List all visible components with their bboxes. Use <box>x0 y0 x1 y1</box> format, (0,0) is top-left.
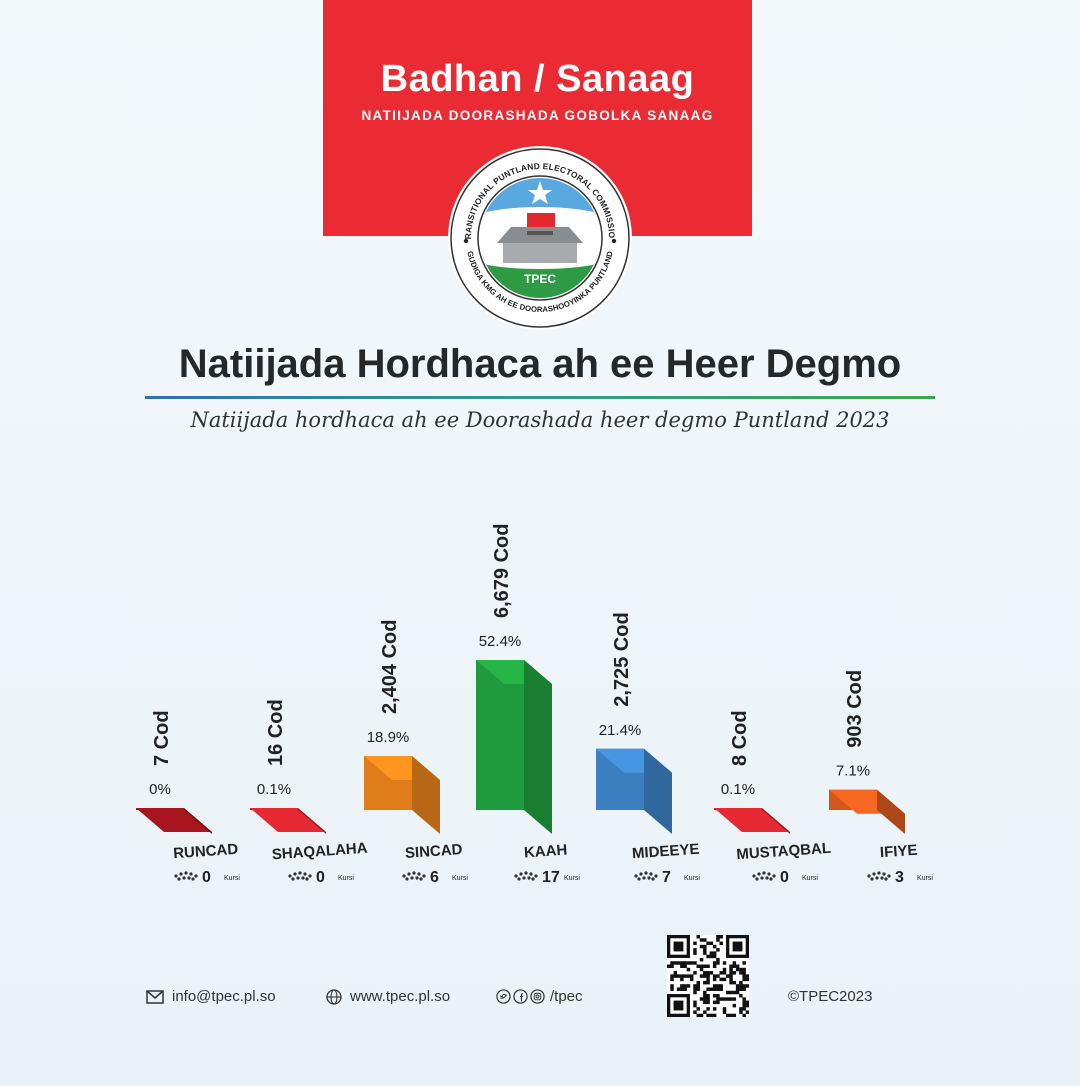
tick-label: MUSTAQBAL <box>736 840 832 864</box>
parliament-icon <box>867 871 891 881</box>
instagram-icon[interactable] <box>530 989 545 1004</box>
title-divider <box>145 396 935 399</box>
website-text: www.tpec.pl.so <box>350 988 451 1005</box>
bar-side-face <box>877 789 905 834</box>
bar-top-face <box>136 808 212 832</box>
vote-label: 903 Cod <box>844 670 866 748</box>
website-link[interactable]: www.tpec.pl.so <box>326 988 450 1005</box>
bar-side-face <box>762 808 790 834</box>
bar-runcad <box>136 808 212 834</box>
seat-count: 0 <box>202 869 211 886</box>
twitter-icon[interactable] <box>496 989 511 1004</box>
parliament-icon <box>752 871 776 881</box>
logo-abbr: TPEC <box>524 272 556 286</box>
bar-mustaqbal <box>714 808 790 834</box>
page-subtitle: Natiijada hordhaca ah ee Doorashada heer… <box>190 408 890 432</box>
bar-side-face <box>644 748 672 834</box>
percent-label: 7.1% <box>836 763 870 780</box>
seat-unit: Kursi <box>917 875 933 882</box>
percent-label: 0% <box>149 781 171 798</box>
percent-label: 52.4% <box>479 633 522 650</box>
bar-side-face <box>524 660 552 834</box>
seat-unit: Kursi <box>802 875 818 882</box>
vote-label: 7 Cod <box>151 710 173 766</box>
vote-label: 8 Cod <box>729 710 751 766</box>
seat-count: 3 <box>895 869 904 886</box>
tick-label: MIDEEYE <box>631 841 700 863</box>
seat-unit: Kursi <box>338 875 354 882</box>
bar-top-face <box>714 808 790 832</box>
tick-label: SINCAD <box>404 841 463 862</box>
parliament-icon <box>174 871 198 881</box>
envelope-icon <box>146 989 164 1004</box>
facebook-icon[interactable] <box>513 989 528 1004</box>
tick-label: SHAQALAHA <box>271 840 368 864</box>
social-handle[interactable]: /tpec <box>496 988 583 1005</box>
parliament-icon <box>634 871 658 881</box>
seat-count: 6 <box>430 869 439 886</box>
seat-unit: Kursi <box>564 875 580 882</box>
percent-label: 0.1% <box>257 781 291 798</box>
bar-front-face <box>476 660 524 810</box>
parliament-icon <box>288 871 312 881</box>
tick-label: IFIYE <box>879 842 918 862</box>
bar-side-face <box>184 808 212 834</box>
seat-unit: Kursi <box>452 875 468 882</box>
page-title: Natiijada Hordhaca ah ee Heer Degmo <box>178 342 902 386</box>
copyright: ©TPEC2023 <box>788 988 872 1005</box>
vote-label: 6,679 Cod <box>491 524 513 618</box>
email-text: info@tpec.pl.so <box>172 988 276 1005</box>
bar-mideeye <box>596 748 672 834</box>
bar-sincad <box>364 756 440 834</box>
vote-label: 16 Cod <box>265 699 287 766</box>
percent-label: 21.4% <box>599 722 642 739</box>
seat-unit: Kursi <box>224 875 240 882</box>
vote-label: 2,725 Cod <box>611 612 633 706</box>
tick-label: RUNCAD <box>173 841 239 863</box>
bar-shaqalaha <box>250 808 326 834</box>
seat-count: 7 <box>662 869 671 886</box>
bar-side-face <box>298 808 326 834</box>
region-subtitle: NATIIJADA DOORASHADA GOBOLKA SANAAG <box>361 108 714 123</box>
seat-count: 17 <box>542 869 560 886</box>
bar-top-face <box>250 808 326 832</box>
results-bar-chart: 0% 7 Cod RUNCAD 0 Kursi 0.1% 16 Cod SHAQALAHA 0 K… <box>136 524 933 886</box>
email-contact[interactable]: info@tpec.pl.so <box>146 988 276 1005</box>
percent-label: 0.1% <box>721 781 755 798</box>
parliament-icon <box>402 871 426 881</box>
bar-side-face <box>412 756 440 834</box>
vote-label: 2,404 Cod <box>379 620 401 714</box>
seat-count: 0 <box>780 869 789 886</box>
bar-ifiye <box>829 789 905 834</box>
region-title: Badhan / Sanaag <box>380 58 695 100</box>
social-text: /tpec <box>550 988 583 1005</box>
seat-count: 0 <box>316 869 325 886</box>
tpec-logo: TPEC TRANSITIONAL PUNTLAND ELECTORAL COM… <box>447 145 632 330</box>
tick-label: KAAH <box>523 842 567 862</box>
qr-code[interactable] <box>667 935 749 1017</box>
seat-unit: Kursi <box>684 875 700 882</box>
globe-icon <box>326 988 342 1005</box>
copyright-text: ©TPEC2023 <box>788 988 873 1005</box>
bar-kaah <box>476 660 552 834</box>
parliament-icon <box>514 871 538 881</box>
percent-label: 18.9% <box>367 729 410 746</box>
